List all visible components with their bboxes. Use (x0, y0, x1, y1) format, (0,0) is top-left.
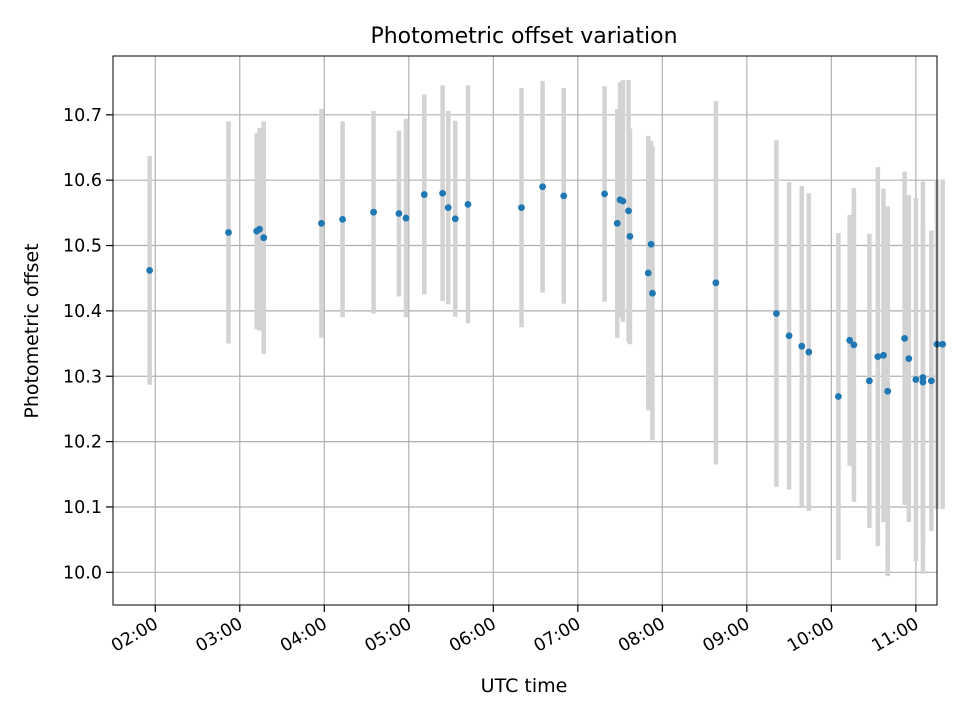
data-point (880, 351, 887, 359)
x-tick-label: 08:00 (615, 614, 669, 657)
data-point (850, 341, 858, 349)
data-point (919, 374, 927, 381)
data-point (613, 219, 621, 227)
axis-ticks: 02:00 03:00 04:00 05:00 06:00 07:00 08:00 09:00… (63, 106, 922, 657)
data-point (927, 377, 935, 385)
data-point (420, 191, 428, 198)
x-tick-label: 11:00 (869, 614, 923, 657)
x-tick-label: 03:00 (193, 614, 247, 657)
y-tick-label: 10.1 (63, 498, 102, 518)
data-point (905, 355, 913, 363)
y-tick-label: 10.7 (63, 106, 102, 126)
data-point (884, 387, 892, 395)
data-point (912, 376, 920, 383)
data-point (601, 190, 608, 198)
x-tick-label: 07:00 (531, 614, 585, 657)
data-point (649, 289, 656, 297)
data-point (395, 210, 403, 217)
data-point (712, 279, 720, 287)
data-point (647, 240, 655, 248)
x-tick-label: 02:00 (108, 614, 162, 657)
data-point (773, 310, 780, 317)
data-point (146, 266, 154, 274)
data-point (260, 234, 268, 242)
data-point (865, 377, 873, 385)
y-tick-label: 10.5 (63, 237, 102, 257)
data-point (339, 215, 346, 223)
data-point (402, 214, 410, 222)
data-point (846, 336, 854, 344)
data-point (626, 232, 634, 240)
data-point (805, 348, 813, 356)
data-point (939, 340, 947, 348)
data-point (901, 334, 909, 342)
y-tick-label: 10.3 (63, 367, 102, 387)
data-point (451, 215, 459, 223)
data-point (625, 207, 632, 215)
x-tick-label: 04:00 (277, 614, 331, 657)
data-point (256, 225, 263, 233)
x-tick-label: 05:00 (362, 614, 416, 657)
data-point (798, 342, 806, 350)
data-point (464, 200, 472, 208)
y-tick-label: 10.2 (63, 433, 102, 453)
data-point (644, 269, 652, 277)
data-point (444, 204, 452, 212)
y-tick-label: 10.4 (63, 302, 102, 322)
data-point (439, 189, 446, 197)
plot-frame (112, 55, 938, 606)
data-point (560, 192, 568, 200)
data-points (146, 183, 947, 400)
data-point (835, 393, 842, 400)
x-tick-label: 06:00 (446, 614, 500, 657)
data-point (874, 353, 882, 361)
x-tick-label: 09:00 (700, 614, 754, 657)
y-tick-label: 10.0 (63, 563, 102, 583)
grid-lines (113, 56, 937, 605)
data-point (225, 229, 232, 236)
y-tick-label: 10.6 (63, 171, 102, 191)
x-axis-label: UTC time (481, 675, 568, 697)
error-bars (147, 80, 945, 577)
data-point (370, 208, 377, 216)
x-tick-label: 10:00 (784, 614, 838, 657)
data-point (318, 219, 325, 227)
chart-title: Photometric offset variation (370, 24, 677, 49)
data-point (539, 183, 547, 191)
data-point (785, 332, 793, 340)
y-axis-label: Photometric offset (21, 243, 43, 418)
data-point (619, 197, 627, 205)
data-point (518, 204, 525, 212)
